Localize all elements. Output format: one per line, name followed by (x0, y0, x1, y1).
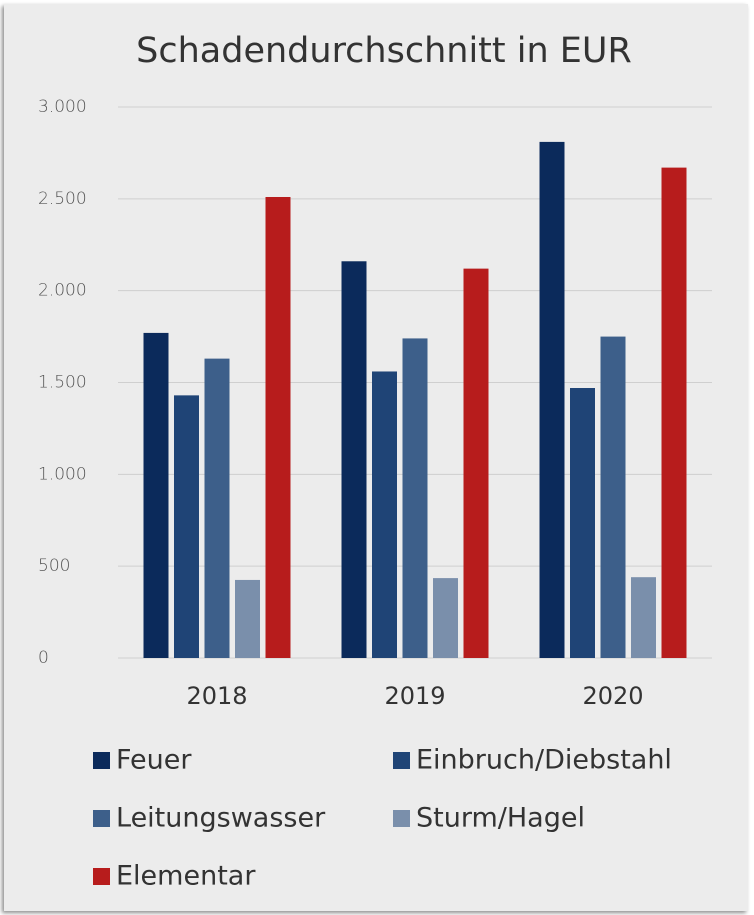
legend-swatch (93, 810, 110, 827)
y-tick-label: 500 (38, 556, 70, 576)
legend-label: Feuer (116, 745, 192, 776)
bar (463, 268, 489, 658)
bar (174, 395, 199, 658)
x-tick-label: 2019 (384, 682, 445, 710)
legend-label: Leitungswasser (116, 803, 326, 834)
legend-swatch (393, 752, 410, 769)
bar (402, 338, 428, 658)
chart-title: Schadendurchschnitt in EUR (136, 31, 632, 71)
bar (235, 579, 260, 658)
y-tick-label: 3.000 (38, 97, 87, 117)
legend-label: Elementar (116, 861, 256, 892)
bar (143, 332, 169, 658)
bar (372, 371, 397, 658)
legend-label: Sturm/Hagel (416, 803, 585, 834)
x-tick-label: 2020 (582, 682, 643, 710)
bar (433, 578, 458, 658)
y-tick-label: 0 (38, 648, 49, 668)
bar (341, 261, 367, 658)
x-tick-label: 2018 (186, 682, 247, 710)
bar (265, 196, 291, 658)
legend-swatch (93, 868, 110, 885)
y-tick-label: 2.000 (38, 281, 87, 301)
y-tick-label: 2.500 (38, 189, 87, 209)
bar (539, 141, 565, 658)
legend-swatch (393, 810, 410, 827)
bar (600, 336, 626, 658)
legend-swatch (93, 752, 110, 769)
legend-label: Einbruch/Diebstahl (416, 745, 672, 776)
y-tick-label: 1.000 (38, 464, 87, 484)
bar (661, 167, 687, 659)
y-tick-label: 1.500 (38, 373, 87, 393)
bar (204, 358, 230, 658)
bar (570, 388, 595, 658)
bar (631, 577, 656, 658)
